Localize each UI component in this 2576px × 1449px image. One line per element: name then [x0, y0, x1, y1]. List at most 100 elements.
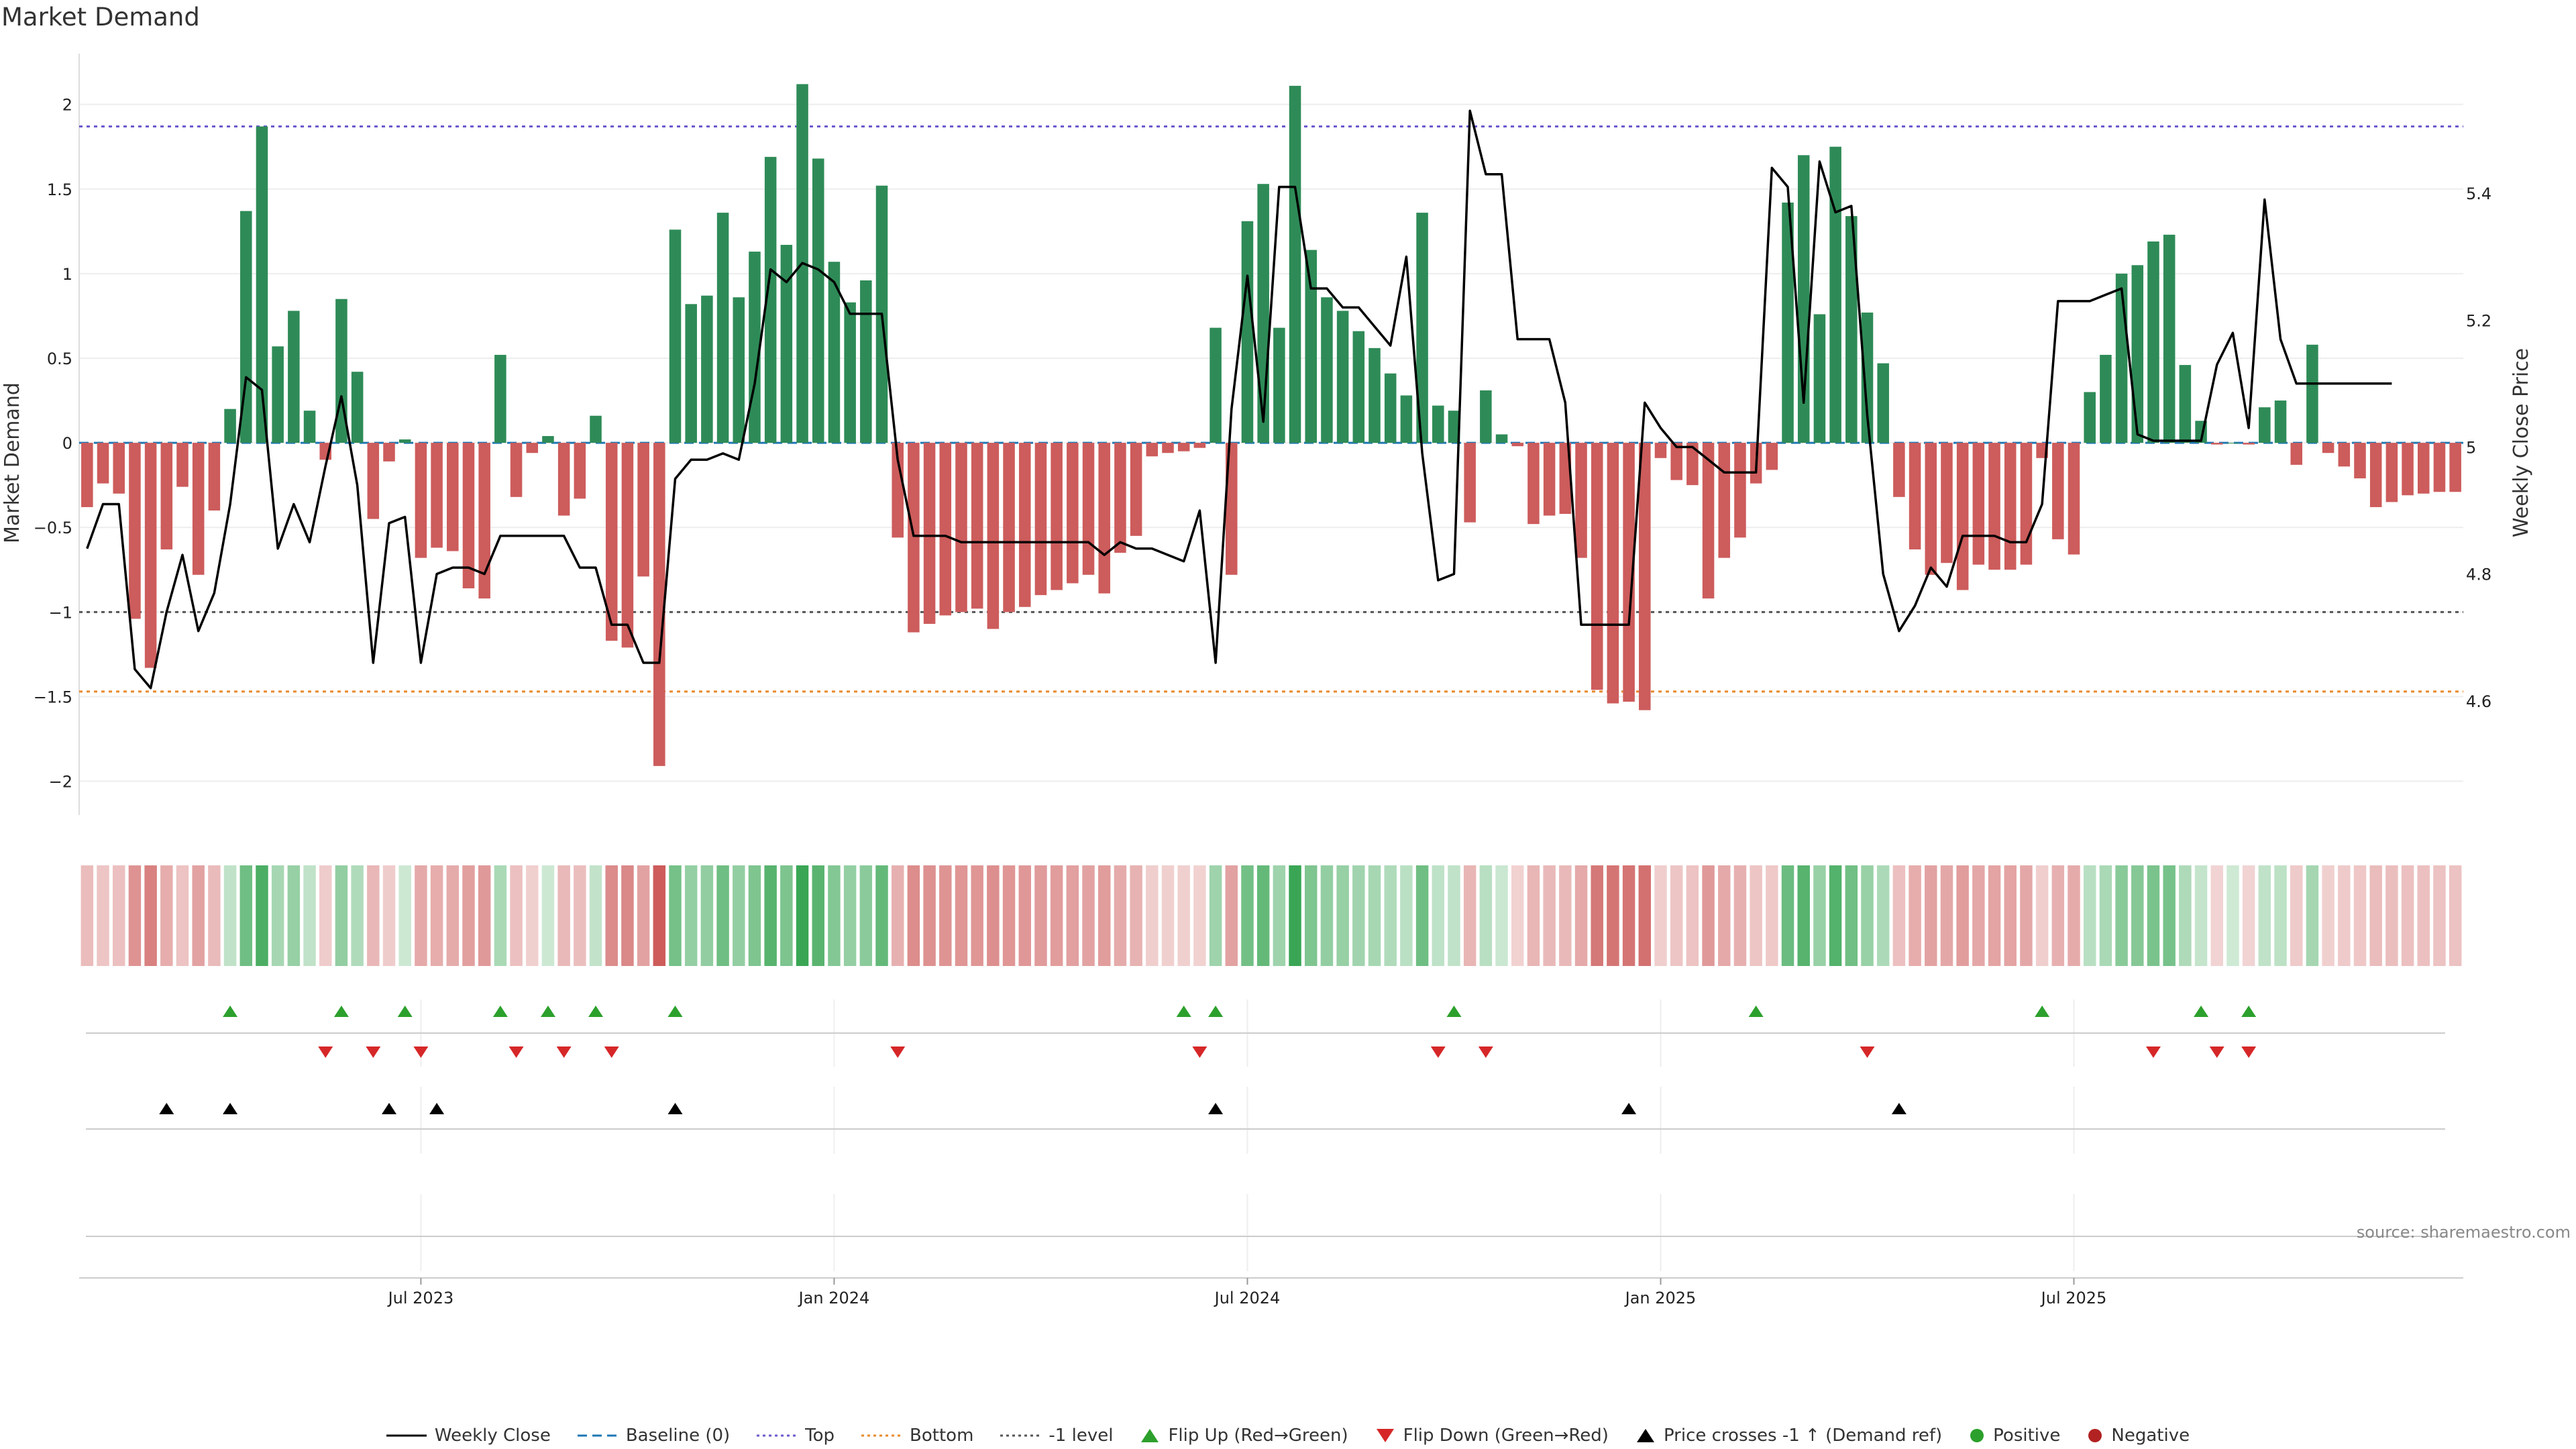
heat-cell: [303, 865, 316, 966]
demand-bar: [2354, 443, 2366, 479]
heat-cell: [2147, 865, 2160, 966]
heat-cell: [1177, 865, 1190, 966]
demand-bar: [844, 302, 856, 443]
heat-cell: [2115, 865, 2128, 966]
flip-up-marker: [333, 1006, 349, 1017]
heat-cell: [907, 865, 920, 966]
heat-cell: [1511, 865, 1524, 966]
heat-cell: [1750, 865, 1762, 966]
legend-label: Price crosses -1 ↑ (Demand ref): [1663, 1426, 1943, 1446]
flip-up-marker: [588, 1006, 604, 1017]
demand-bar: [1003, 443, 1015, 612]
demand-bar: [590, 415, 602, 443]
demand-bar: [1575, 443, 1587, 558]
right-axis-title: Weekly Close Price: [2510, 348, 2533, 537]
heat-cell: [2449, 865, 2462, 966]
heat-cell: [1050, 865, 1063, 966]
flip-down-marker: [2241, 1046, 2257, 1058]
heat-cell: [1909, 865, 1921, 966]
heat-cell: [796, 865, 809, 966]
heat-cell: [1018, 865, 1031, 966]
x-tick-label: Jan 2025: [1624, 1289, 1697, 1307]
heat-cell: [1066, 865, 1079, 966]
left-axis-title: Market Demand: [1, 382, 24, 543]
price-cross-marker: [159, 1103, 174, 1114]
flip-markers-panel: [86, 1006, 2445, 1058]
demand-bar: [272, 346, 284, 443]
heat-cell: [574, 865, 586, 966]
heat-cell: [605, 865, 618, 966]
demand-bar: [2243, 443, 2255, 445]
heat-cell: [415, 865, 427, 966]
demand-bar: [288, 311, 300, 443]
demand-bar: [192, 443, 205, 575]
demand-bar: [860, 280, 872, 443]
demand-bar: [1813, 314, 1826, 443]
demand-bar: [621, 443, 634, 648]
heat-cell: [1972, 865, 1985, 966]
demand-bar: [1448, 411, 1460, 443]
legend-label: Weekly Close: [434, 1426, 551, 1446]
heat-cell: [1733, 865, 1747, 966]
left-tick-label: 0.5: [47, 350, 72, 368]
demand-bar: [256, 126, 268, 443]
legend-label: Flip Up (Red→Green): [1168, 1426, 1348, 1446]
heat-cell: [1209, 865, 1222, 966]
demand-bar: [2274, 400, 2287, 443]
heat-cell: [446, 865, 460, 966]
demand-bar: [1193, 443, 1206, 448]
heat-cell: [1591, 865, 1603, 966]
demand-bar: [557, 443, 570, 516]
flip-up-marker: [1748, 1006, 1764, 1017]
x-tick-label: Jul 2024: [1214, 1289, 1281, 1307]
x-tick-label: Jul 2025: [2040, 1289, 2107, 1307]
legend-label: Baseline (0): [625, 1426, 731, 1446]
heat-cell: [144, 865, 157, 966]
demand-bar: [1988, 443, 2000, 570]
heat-cell: [971, 865, 983, 966]
demand-bar: [701, 295, 713, 443]
heat-cell: [1702, 865, 1715, 966]
demand-bar: [144, 443, 157, 668]
heat-cell: [112, 865, 125, 966]
demand-bar: [1877, 363, 1889, 443]
heat-cell: [2274, 865, 2287, 966]
heat-cell: [2417, 865, 2430, 966]
heat-cell: [2290, 865, 2303, 966]
demand-bar: [1480, 390, 1492, 443]
demand-bar: [431, 443, 443, 548]
legend-top: Top: [757, 1426, 835, 1446]
demand-bar: [892, 443, 904, 538]
demand-bar: [113, 443, 125, 494]
heat-cell: [733, 865, 745, 966]
demand-bar: [97, 443, 109, 484]
heat-cell: [1368, 865, 1381, 966]
heat-cell: [208, 865, 221, 966]
heat-cell: [1988, 865, 2001, 966]
demand-bar: [1257, 184, 1269, 443]
flip-down-marker: [890, 1046, 906, 1058]
heat-cell: [2226, 865, 2239, 966]
heat-cell: [843, 865, 857, 966]
demand-bar: [2306, 344, 2318, 443]
legend-price-cross: Price crosses -1 ↑ (Demand ref): [1635, 1426, 1942, 1446]
heat-cell: [2163, 865, 2176, 966]
heat-cell: [2322, 865, 2334, 966]
legend-baseline: Baseline (0): [577, 1426, 731, 1446]
heat-cell: [955, 865, 968, 966]
demand-bar: [2147, 241, 2159, 443]
heat-cell: [1336, 865, 1349, 966]
heat-cell: [2210, 865, 2223, 966]
demand-heat-strip: [80, 865, 2462, 966]
right-tick-label: 5: [2466, 438, 2476, 457]
flip-down-marker: [2145, 1046, 2161, 1058]
price-cross-panel: [86, 1103, 2445, 1130]
heat-cell: [2099, 865, 2112, 966]
demand-bar: [1559, 443, 1572, 515]
flip-down-marker: [1478, 1046, 1493, 1058]
heat-cell: [2004, 865, 2017, 966]
heat-cell: [1193, 865, 1206, 966]
heat-cell: [256, 865, 268, 966]
heat-cell: [1256, 865, 1270, 966]
legend-label: Negative: [2111, 1426, 2190, 1446]
